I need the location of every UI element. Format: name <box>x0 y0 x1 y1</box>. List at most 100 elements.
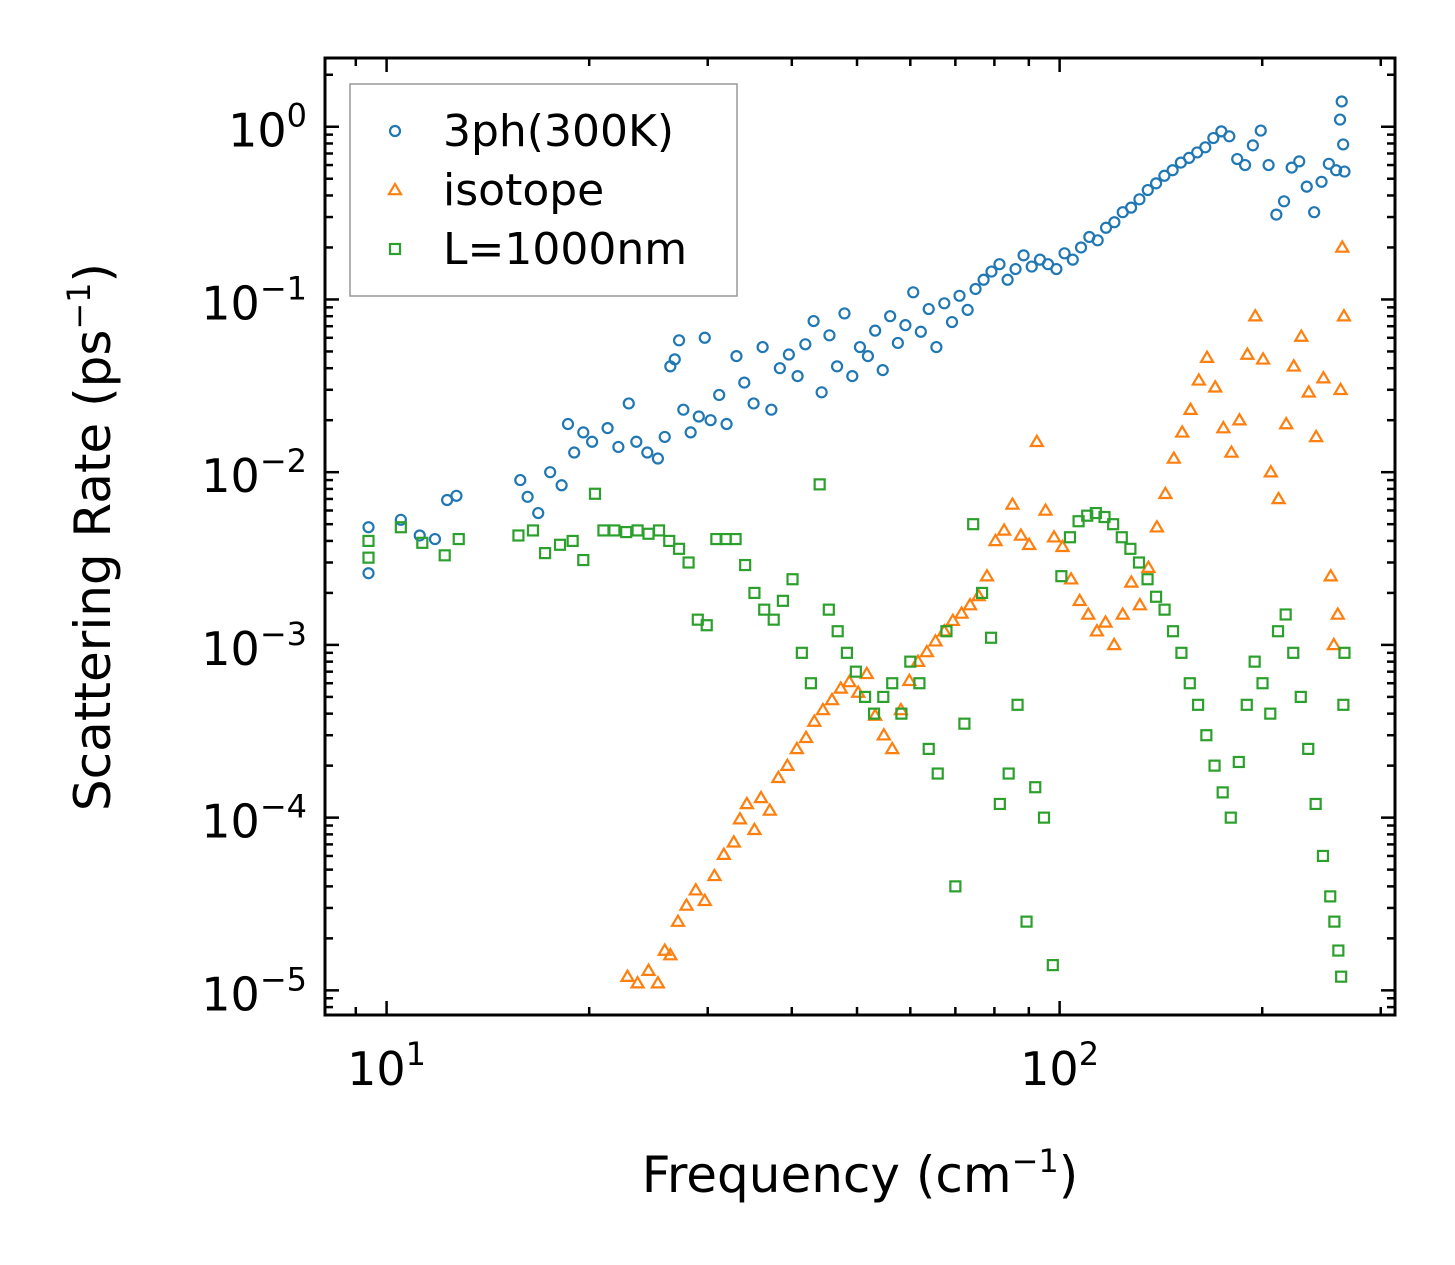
circle-point <box>830 360 844 373</box>
circle-point <box>799 338 812 351</box>
x-tick-label: 102 <box>1020 1035 1099 1096</box>
circle-point <box>1017 249 1030 262</box>
square-point <box>767 613 780 626</box>
square-point <box>1256 677 1269 690</box>
circle-point <box>1338 165 1351 178</box>
circle-point <box>738 376 751 389</box>
circle-point <box>869 324 882 337</box>
triangle-point <box>1004 496 1021 510</box>
circle-point <box>838 307 851 320</box>
circle-point <box>977 273 990 286</box>
legend-square-marker <box>388 242 402 256</box>
circle-point <box>1166 164 1179 177</box>
circle-point <box>953 289 966 302</box>
triangle-point <box>1247 308 1264 322</box>
triangle-point <box>970 587 987 602</box>
triangle-point <box>996 522 1013 536</box>
circle-point <box>756 340 769 354</box>
circle-point <box>1124 201 1138 214</box>
circle-point <box>394 513 407 526</box>
square-point <box>1271 625 1285 638</box>
triangle-point <box>1293 328 1310 342</box>
legend-triangle-marker <box>387 181 403 196</box>
y-tick-label: 10−1 <box>201 269 307 330</box>
square-point <box>940 625 953 638</box>
triangle-point <box>1336 308 1352 322</box>
circle-point <box>1329 164 1343 177</box>
square-point <box>1037 811 1051 824</box>
square-point <box>1309 797 1322 811</box>
circle-point <box>1066 253 1079 266</box>
triangle-point <box>1123 574 1140 588</box>
circle-point <box>651 452 665 465</box>
circle-point <box>672 334 686 347</box>
circle-point <box>1001 273 1014 286</box>
circle-point <box>1133 193 1146 206</box>
circle-point <box>450 489 463 502</box>
triangle-point <box>1215 419 1232 434</box>
triangle-point <box>1322 568 1339 582</box>
square-point <box>1294 690 1307 704</box>
square-point <box>416 536 429 549</box>
circle-point <box>521 490 534 503</box>
legend-label: L=1000nm <box>443 224 687 275</box>
circle-point <box>532 506 545 520</box>
square-point <box>1232 755 1245 769</box>
square-point <box>620 525 633 539</box>
triangle-point <box>815 701 831 716</box>
square-point <box>931 767 944 780</box>
circle-point <box>568 446 581 459</box>
circle-point <box>876 363 889 377</box>
square-point <box>642 527 655 540</box>
circle-point <box>773 362 786 375</box>
triangle-point <box>1255 351 1272 365</box>
legend: 3ph(300K) isotope L=1000nm <box>349 83 738 297</box>
circle-point <box>1207 131 1220 145</box>
circle-point <box>823 329 836 342</box>
square-point <box>1115 531 1128 544</box>
triangle-point <box>832 680 849 694</box>
square-point <box>1141 573 1154 586</box>
circle-point <box>1308 206 1321 219</box>
triangle-point <box>1300 384 1317 398</box>
circle-point <box>658 430 671 444</box>
circle-point <box>641 446 654 459</box>
triangle-point <box>1308 428 1325 443</box>
triangle-point <box>979 568 995 582</box>
tick-labels: 101 102 100 10−1 10−2 10−3 10−4 10−5 <box>201 97 1099 1096</box>
triangle-point <box>798 729 814 744</box>
square-point <box>1046 959 1059 972</box>
square-point <box>1240 698 1253 711</box>
circle-point <box>730 349 743 363</box>
circle-point <box>993 258 1006 271</box>
circle-point <box>555 479 568 492</box>
square-point <box>1183 677 1196 690</box>
square-point <box>967 518 980 531</box>
circle-point <box>704 414 717 427</box>
triangle-point <box>670 913 686 927</box>
triangle-point <box>824 691 840 706</box>
square-point <box>1002 767 1015 780</box>
square-point <box>1132 556 1146 569</box>
square-point <box>1337 698 1350 711</box>
circle-point <box>1322 157 1335 170</box>
square-point <box>1020 915 1033 928</box>
square-point <box>577 553 590 567</box>
triangle-point <box>1165 450 1182 464</box>
triangle-point <box>1231 412 1248 426</box>
circle-point <box>677 403 690 416</box>
triangle-point <box>696 892 713 907</box>
circle-point <box>362 521 375 534</box>
circle-point <box>1337 138 1350 151</box>
series-1 <box>362 95 1351 580</box>
square-point <box>1081 509 1094 522</box>
triangle-point <box>1278 415 1295 430</box>
square-point <box>566 534 579 548</box>
square-point <box>663 534 676 548</box>
square-point <box>1124 542 1137 555</box>
triangle-point <box>746 821 763 836</box>
triangle-point <box>1270 490 1287 505</box>
circle-point <box>1246 139 1259 152</box>
circle-point <box>765 403 778 416</box>
triangle-point <box>788 740 805 755</box>
